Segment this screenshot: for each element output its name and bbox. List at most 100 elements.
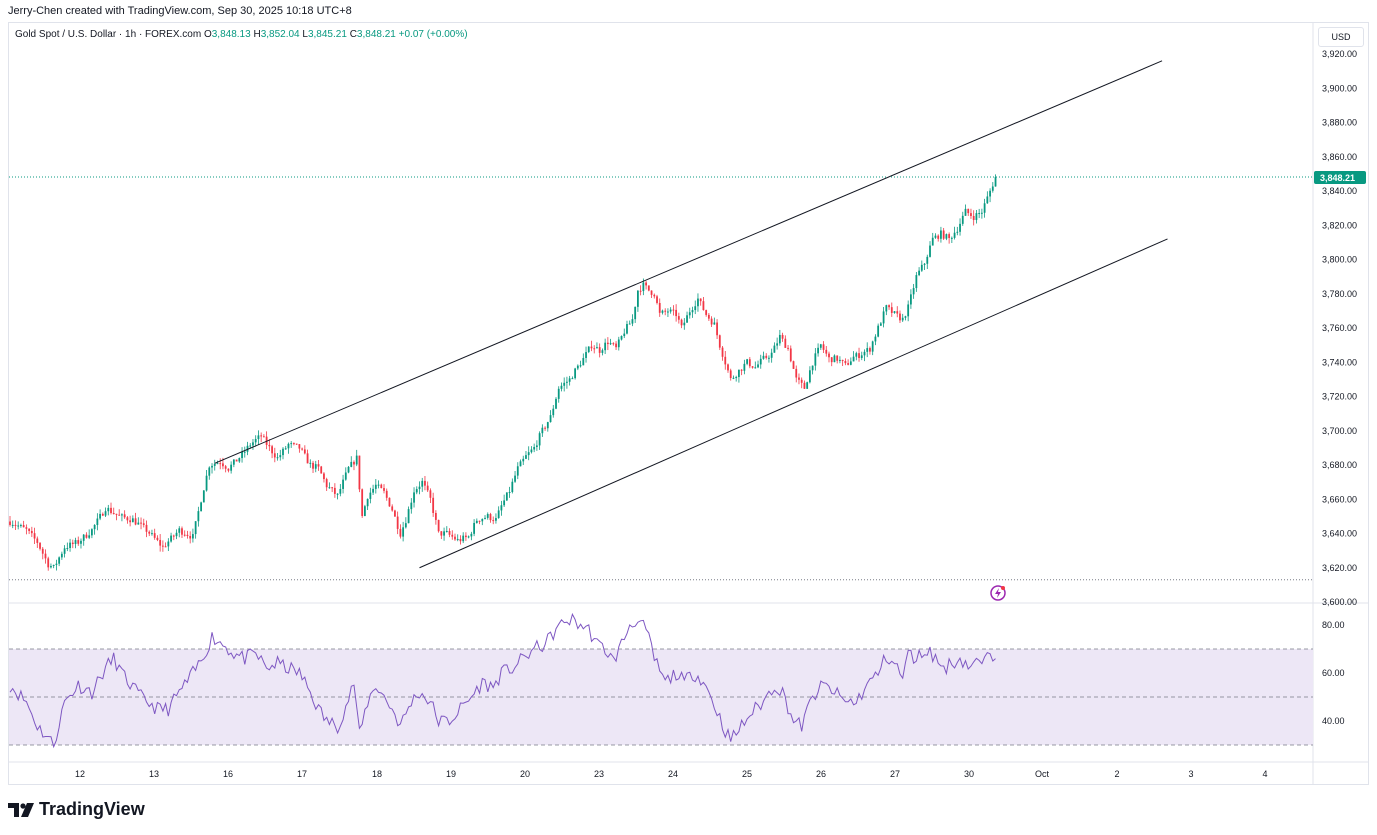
candle bbox=[219, 458, 222, 470]
candle bbox=[557, 386, 560, 403]
last-price-label: 3,848.21 bbox=[1320, 173, 1355, 183]
candle bbox=[776, 337, 779, 350]
candle bbox=[462, 532, 465, 544]
candle bbox=[323, 472, 325, 483]
candle bbox=[301, 447, 304, 451]
candle bbox=[25, 524, 28, 535]
candle bbox=[407, 506, 410, 524]
candle bbox=[991, 182, 994, 193]
candle bbox=[931, 232, 934, 246]
candle bbox=[172, 534, 175, 541]
candle bbox=[331, 486, 334, 493]
candle bbox=[268, 439, 271, 451]
candle bbox=[535, 440, 538, 451]
candle bbox=[63, 545, 66, 558]
candle bbox=[948, 232, 951, 244]
candle bbox=[819, 343, 822, 350]
candle bbox=[293, 442, 295, 446]
brand-name: TradingView bbox=[39, 799, 145, 819]
open-value: 3,848.13 bbox=[211, 29, 251, 40]
candle bbox=[918, 267, 920, 277]
candle bbox=[882, 307, 885, 328]
candle bbox=[787, 344, 789, 351]
candle bbox=[175, 529, 178, 540]
candle bbox=[628, 320, 631, 325]
candle bbox=[415, 486, 418, 495]
candle bbox=[276, 452, 279, 461]
candle bbox=[107, 504, 110, 516]
candle bbox=[189, 531, 192, 544]
candle bbox=[432, 492, 435, 517]
candle bbox=[634, 306, 637, 323]
price-tick-label: 3,680.00 bbox=[1322, 460, 1357, 470]
candle bbox=[374, 478, 377, 494]
candle bbox=[953, 226, 956, 240]
candle bbox=[661, 309, 664, 315]
candle bbox=[751, 366, 754, 369]
candle bbox=[748, 357, 751, 369]
candle bbox=[88, 529, 91, 540]
candle bbox=[852, 351, 855, 362]
candle bbox=[972, 210, 975, 226]
candle bbox=[961, 211, 964, 226]
candle bbox=[265, 431, 268, 450]
candle bbox=[615, 341, 617, 350]
candle bbox=[926, 254, 929, 270]
candle bbox=[705, 309, 708, 317]
low-value: 3,845.21 bbox=[307, 29, 347, 40]
currency-button[interactable]: USD bbox=[1318, 27, 1364, 47]
candle bbox=[546, 421, 549, 432]
tradingview-logo[interactable]: TradingView bbox=[8, 799, 145, 820]
candle bbox=[508, 486, 511, 498]
candle bbox=[347, 465, 350, 474]
candle bbox=[664, 308, 667, 316]
candle bbox=[181, 526, 183, 538]
candle bbox=[855, 351, 858, 361]
candle bbox=[983, 198, 986, 218]
lightning-icon[interactable] bbox=[990, 585, 1006, 601]
candle bbox=[481, 518, 484, 526]
candle bbox=[290, 441, 293, 448]
candle bbox=[759, 354, 762, 369]
time-tick-label: 27 bbox=[890, 769, 900, 779]
price-tick-label: 3,620.00 bbox=[1322, 563, 1357, 573]
candle bbox=[257, 430, 260, 445]
candle bbox=[33, 527, 36, 544]
candle bbox=[967, 208, 970, 216]
candle bbox=[252, 438, 254, 450]
candle bbox=[161, 540, 164, 552]
candle bbox=[39, 542, 41, 551]
candle bbox=[841, 359, 844, 367]
candle bbox=[344, 467, 347, 481]
candle bbox=[585, 346, 587, 363]
candle bbox=[718, 334, 721, 351]
candle bbox=[773, 342, 776, 353]
open-label: O bbox=[203, 29, 212, 40]
candle bbox=[811, 365, 814, 375]
candle bbox=[803, 380, 806, 389]
candle bbox=[434, 510, 437, 525]
candle bbox=[604, 338, 607, 355]
candle bbox=[945, 233, 948, 241]
candle bbox=[465, 532, 467, 541]
candle bbox=[156, 535, 159, 542]
candle bbox=[372, 484, 374, 495]
candle bbox=[617, 336, 620, 351]
candle bbox=[224, 464, 227, 473]
candle bbox=[500, 500, 503, 516]
candle bbox=[697, 293, 699, 312]
candle bbox=[511, 478, 514, 494]
candle bbox=[123, 510, 126, 519]
time-tick-label: 13 bbox=[149, 769, 159, 779]
candle bbox=[52, 564, 55, 569]
candle bbox=[683, 318, 686, 330]
candle bbox=[710, 316, 713, 327]
candle bbox=[110, 502, 112, 515]
candle bbox=[677, 312, 680, 324]
candle bbox=[22, 520, 25, 528]
candle bbox=[74, 537, 77, 549]
candle bbox=[721, 345, 724, 361]
close-value: 3,848.21 bbox=[356, 29, 396, 40]
candle bbox=[262, 434, 265, 438]
